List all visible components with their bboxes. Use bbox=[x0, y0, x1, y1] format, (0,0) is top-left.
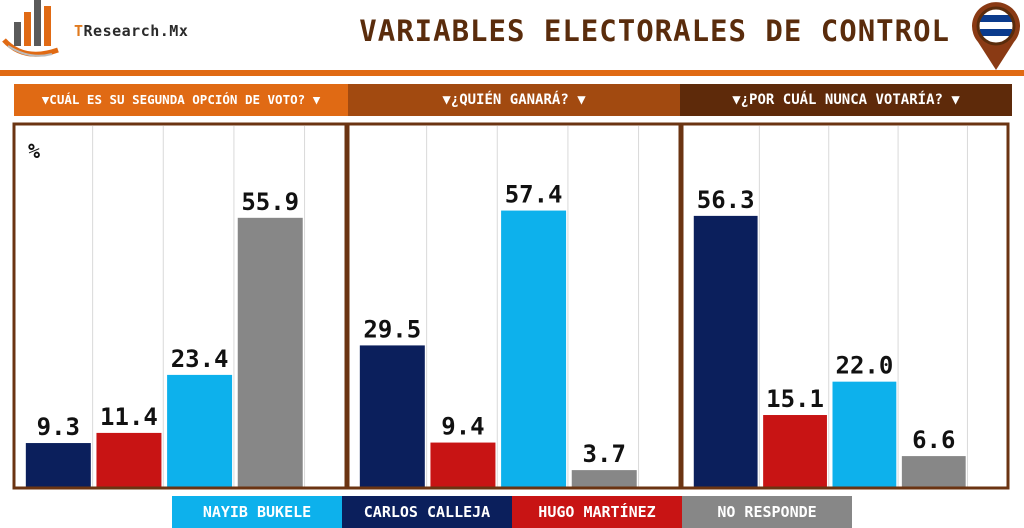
panel-border bbox=[346, 122, 682, 490]
chart-panel-3: 56.3 15.1 22.0 6.6 bbox=[680, 122, 1010, 490]
panel-border bbox=[12, 122, 348, 490]
bar-nayib-bukele bbox=[832, 381, 897, 488]
bar-hugo-mart-nez bbox=[763, 415, 827, 488]
chart-legend: NAYIB BUKELE CARLOS CALLEJA HUGO MARTÍNEZ N… bbox=[172, 496, 852, 528]
data-label: 22.0 bbox=[836, 352, 894, 380]
data-label: 56.3 bbox=[697, 186, 755, 214]
data-label: 6.6 bbox=[912, 426, 955, 454]
section-header-segunda-opcion: ▼CUÁL ES SU SEGUNDA OPCIÓN DE VOTO? ▼ bbox=[14, 84, 348, 116]
bar-hugo-mart-nez bbox=[430, 442, 496, 488]
data-label: 9.3 bbox=[37, 413, 80, 441]
map-pin-icon bbox=[972, 2, 1020, 71]
legend-item-nayib-bukele: NAYIB BUKELE bbox=[172, 496, 342, 528]
bar-hugo-mart-nez bbox=[96, 432, 162, 488]
bar-chart: 9.3 11.4 23.4 55.9 29.5 9.4 57.4 3.7 56.3 15.1 22.… bbox=[12, 122, 1010, 490]
data-label: 15.1 bbox=[766, 385, 824, 413]
bar-carlos-calleja bbox=[693, 215, 758, 488]
header-divider bbox=[0, 70, 1024, 76]
data-label: 29.5 bbox=[363, 315, 421, 343]
unit-label: % bbox=[28, 139, 40, 163]
bar-no-responde bbox=[901, 456, 966, 488]
chart-panel-2: 29.5 9.4 57.4 3.7 bbox=[346, 122, 682, 490]
section-header-quien-ganara: ▼¿QUIÉN GANARÁ? ▼ bbox=[348, 84, 680, 116]
legend-item-carlos-calleja: CARLOS CALLEJA bbox=[342, 496, 512, 528]
data-label: 9.4 bbox=[441, 413, 484, 441]
data-label: 11.4 bbox=[100, 403, 158, 431]
bar-carlos-calleja bbox=[25, 443, 91, 488]
chart-panel-1: 9.3 11.4 23.4 55.9 bbox=[12, 122, 348, 490]
data-label: 57.4 bbox=[505, 181, 563, 209]
bar-nayib-bukele bbox=[167, 374, 233, 488]
header: TResearch.Mx VARIABLES ELECTORALES DE CO… bbox=[0, 0, 1024, 72]
bar-carlos-calleja bbox=[359, 345, 425, 488]
bar-no-responde bbox=[237, 217, 303, 489]
section-header-nunca-votaria: ▼¿POR CUÁL NUNCA VOTARÍA? ▼ bbox=[680, 84, 1012, 116]
data-label: 3.7 bbox=[583, 440, 626, 468]
tresearch-logo-icon bbox=[2, 0, 59, 57]
bar-nayib-bukele bbox=[501, 210, 567, 489]
data-label: 55.9 bbox=[241, 188, 299, 216]
data-label: 23.4 bbox=[171, 345, 229, 373]
bar-no-responde bbox=[571, 470, 637, 488]
page-title: VARIABLES ELECTORALES DE CONTROL bbox=[359, 14, 950, 48]
legend-item-no-responde: NO RESPONDE bbox=[682, 496, 852, 528]
legend-item-hugo-mart-nez: HUGO MARTÍNEZ bbox=[512, 496, 682, 528]
logo-text: TResearch.Mx bbox=[74, 22, 189, 40]
panel-border bbox=[680, 122, 1010, 490]
